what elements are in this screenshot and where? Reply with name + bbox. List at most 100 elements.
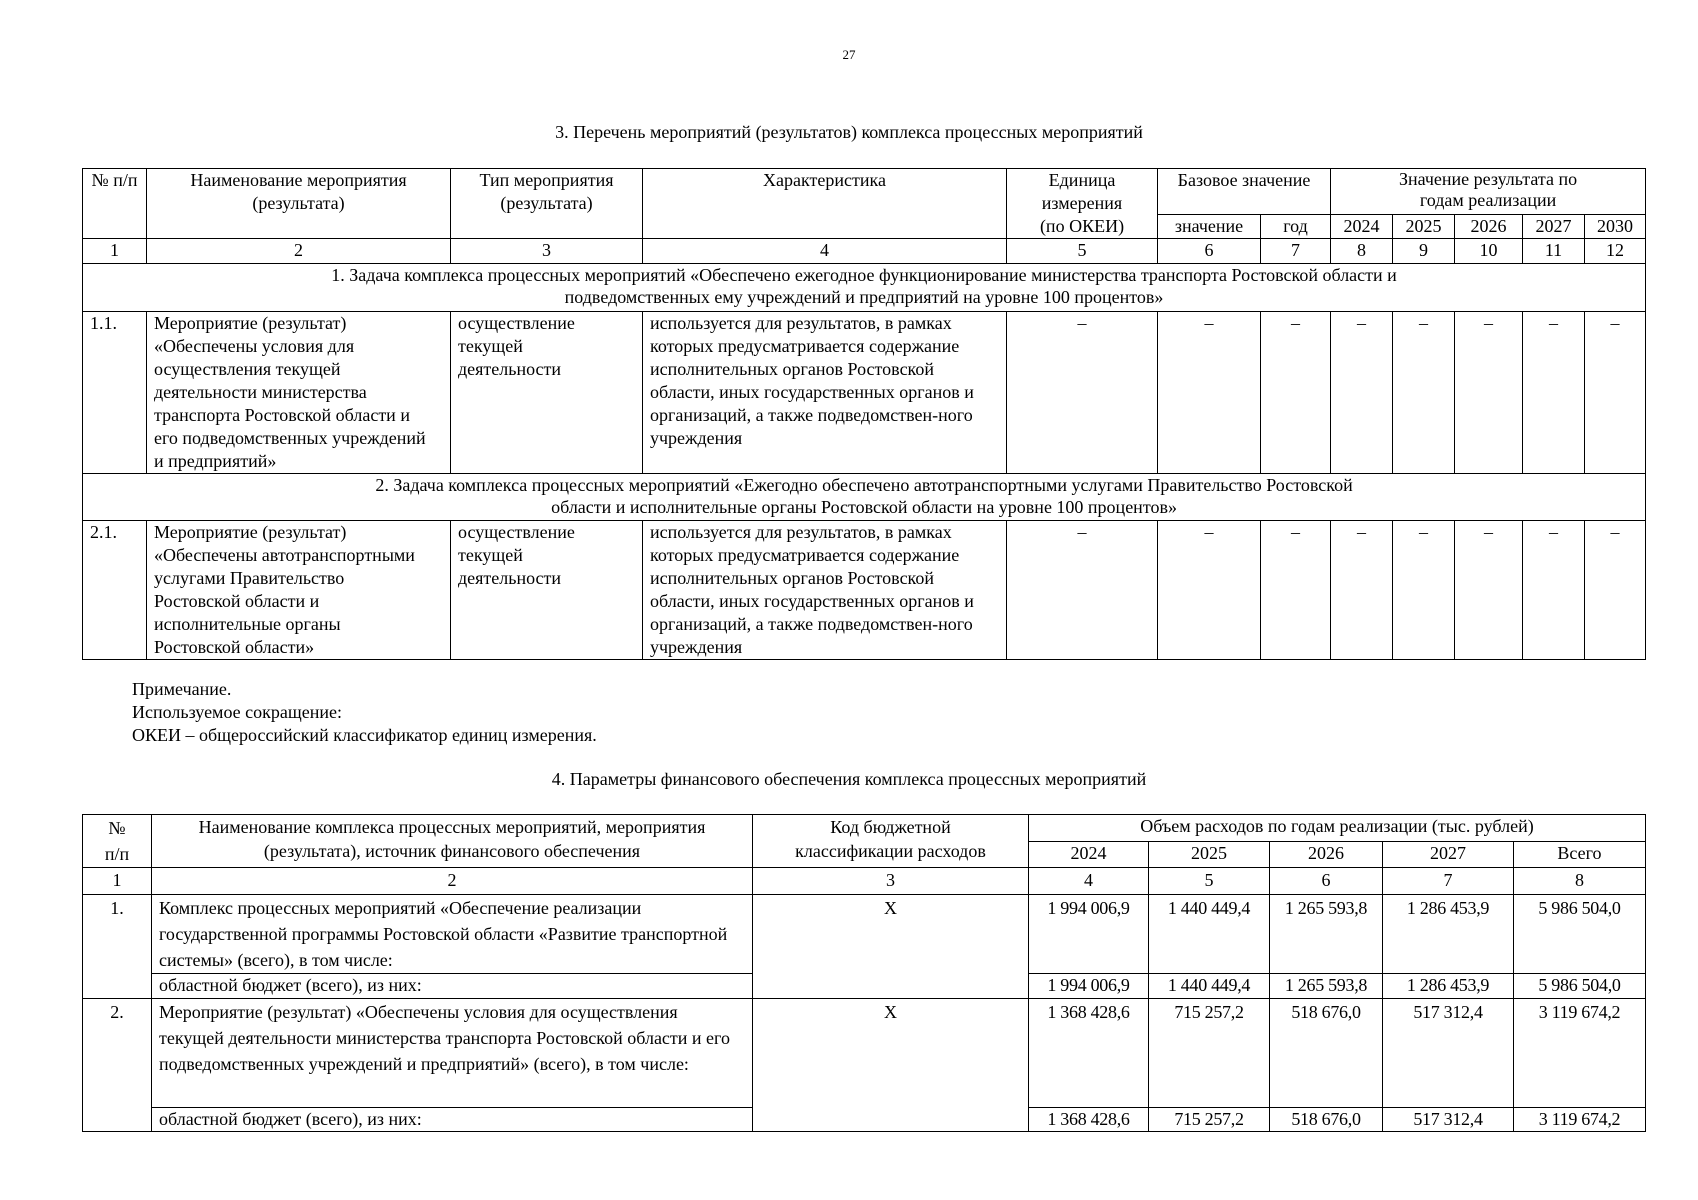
row-sub-value: 1 440 449,4 [1148, 973, 1270, 999]
column-number: 3 [450, 238, 643, 264]
header-year: 2024 [1028, 840, 1149, 868]
section4-title: 4. Параметры финансового обеспечения ком… [551, 769, 1147, 789]
row-characteristic: используется для результатов, в рамках к… [642, 520, 1007, 660]
column-number: 1 [82, 867, 152, 895]
row-type: осуществление текущей деятельности [450, 311, 643, 474]
row-value: – [1157, 520, 1261, 660]
header-year: 2025 [1392, 214, 1456, 239]
page-number: 27 [842, 47, 856, 62]
row-name: Мероприятие (результат) «Обеспечены авто… [146, 520, 451, 660]
row-value: 1 994 006,9 [1028, 894, 1149, 974]
row-name: Комплекс процессных мероприятий «Обеспеч… [151, 894, 753, 974]
row-value: – [1584, 520, 1647, 660]
header-name: Наименование комплекса процессных меропр… [151, 814, 753, 868]
column-number: 5 [1148, 867, 1270, 895]
row-type: осуществление текущей деятельности [450, 520, 643, 660]
row-value: – [1392, 311, 1456, 474]
row-value: 1 286 453,9 [1382, 894, 1514, 974]
row-sub-name: областной бюджет (всего), из них: [151, 1107, 753, 1132]
row-sub-value: 1 368 428,6 [1028, 1107, 1149, 1132]
header-base: Базовое значение [1156, 168, 1332, 215]
row-sub-value: 1 286 453,9 [1382, 973, 1514, 999]
row-sub-value: 1 265 593,8 [1269, 973, 1383, 999]
row-value: – [1259, 311, 1332, 474]
row-value: 1 265 593,8 [1269, 894, 1383, 974]
column-number: 8 [1513, 867, 1646, 895]
row-value: – [1330, 520, 1394, 660]
header-year: 2024 [1330, 214, 1394, 239]
header-unit: Единица измерения (по ОКЕИ) [1006, 168, 1158, 239]
row-value: – [1584, 311, 1647, 474]
row-num: 2.1. [82, 520, 147, 660]
row-sub-value: 1 994 006,9 [1028, 973, 1149, 999]
header-year: 2030 [1584, 214, 1647, 239]
task-1-heading: 1. Задача комплекса процессных мероприят… [81, 263, 1647, 312]
column-number: 6 [1269, 867, 1383, 895]
finance-table: № п/п Наименование комплекса процессных … [82, 814, 1646, 1132]
row-value: 3 119 674,2 [1513, 998, 1646, 1108]
row-value: – [1392, 520, 1456, 660]
row-num: 2. [82, 998, 152, 1132]
row-value: – [1157, 311, 1261, 474]
row-value: – [1006, 311, 1158, 474]
header-type: Тип мероприятия (результата) [450, 168, 643, 239]
header-num: № п/п [82, 168, 147, 239]
row-code: X [752, 894, 1029, 999]
table-subrow: областной бюджет (всего), из них: 1 994 0… [83, 973, 1646, 999]
header-year: 2026 [1269, 840, 1383, 868]
column-number: 7 [1382, 867, 1514, 895]
column-number: 10 [1454, 238, 1524, 264]
row-sub-value: 715 257,2 [1148, 1107, 1270, 1132]
row-value: – [1330, 311, 1394, 474]
row-value: 1 440 449,4 [1148, 894, 1270, 974]
row-sub-name: областной бюджет (всего), из них: [151, 973, 753, 999]
events-table: № п/п Наименование мероприятия (результа… [81, 168, 1647, 660]
row-num: 1. [82, 894, 152, 999]
header-num: № п/п [82, 814, 152, 868]
header-year: 2027 [1522, 214, 1586, 239]
column-number: 12 [1584, 238, 1647, 264]
column-number: 7 [1259, 238, 1332, 264]
header-code: Код бюджетной классификации расходов [752, 814, 1029, 868]
row-value: – [1454, 311, 1524, 474]
row-sub-value: 518 676,0 [1269, 1107, 1383, 1132]
table-subrow: областной бюджет (всего), из них: 1 368 4… [83, 1107, 1646, 1132]
section3-title: 3. Перечень мероприятий (результатов) ко… [555, 122, 1143, 142]
column-number: 8 [1330, 238, 1394, 264]
row-sub-value: 5 986 504,0 [1513, 973, 1646, 999]
header-name: Наименование мероприятия (результата) [146, 168, 451, 239]
column-number: 3 [752, 867, 1029, 895]
note-line: ОКЕИ – общероссийский классификатор един… [132, 725, 597, 745]
header-base-year: год [1259, 214, 1332, 239]
row-value: – [1259, 520, 1332, 660]
row-value: 517 312,4 [1382, 998, 1514, 1108]
row-name: Мероприятие (результат) «Обеспечены усло… [146, 311, 451, 474]
column-number: 5 [1006, 238, 1158, 264]
row-value: – [1454, 520, 1524, 660]
row-name: Мероприятие (результат) «Обеспечены усло… [151, 998, 753, 1108]
header-year: 2027 [1382, 840, 1514, 868]
column-number: 2 [146, 238, 451, 264]
column-number: 1 [82, 238, 147, 264]
task-2-heading: 2. Задача комплекса процессных мероприят… [81, 473, 1647, 521]
header-characteristic: Характеристика [642, 168, 1007, 239]
column-number: 4 [642, 238, 1007, 264]
row-characteristic: используется для результатов, в рамках к… [642, 311, 1007, 474]
header-year: 2026 [1454, 214, 1524, 239]
row-value: – [1522, 311, 1586, 474]
column-number: 4 [1028, 867, 1149, 895]
header-year: Всего [1513, 840, 1646, 868]
table-row: 1. Комплекс процессных мероприятий «Обесп… [82, 894, 1646, 999]
column-number: 9 [1392, 238, 1456, 264]
header-volume: Объем расходов по годам реализации (тыс.… [1028, 814, 1646, 842]
header-result: Значение результата по годам реализации [1330, 168, 1647, 215]
row-num: 1.1. [82, 311, 147, 474]
note-line: Используемое сокращение: [132, 702, 342, 722]
row-value: 518 676,0 [1269, 998, 1383, 1108]
row-sub-value: 517 312,4 [1382, 1107, 1514, 1132]
column-number: 11 [1522, 238, 1586, 264]
note-title: Примечание. [132, 679, 232, 699]
row-value: – [1006, 520, 1158, 660]
table-row: 2. Мероприятие (результат) «Обеспечены ус… [82, 998, 1646, 1132]
column-number: 6 [1157, 238, 1261, 264]
